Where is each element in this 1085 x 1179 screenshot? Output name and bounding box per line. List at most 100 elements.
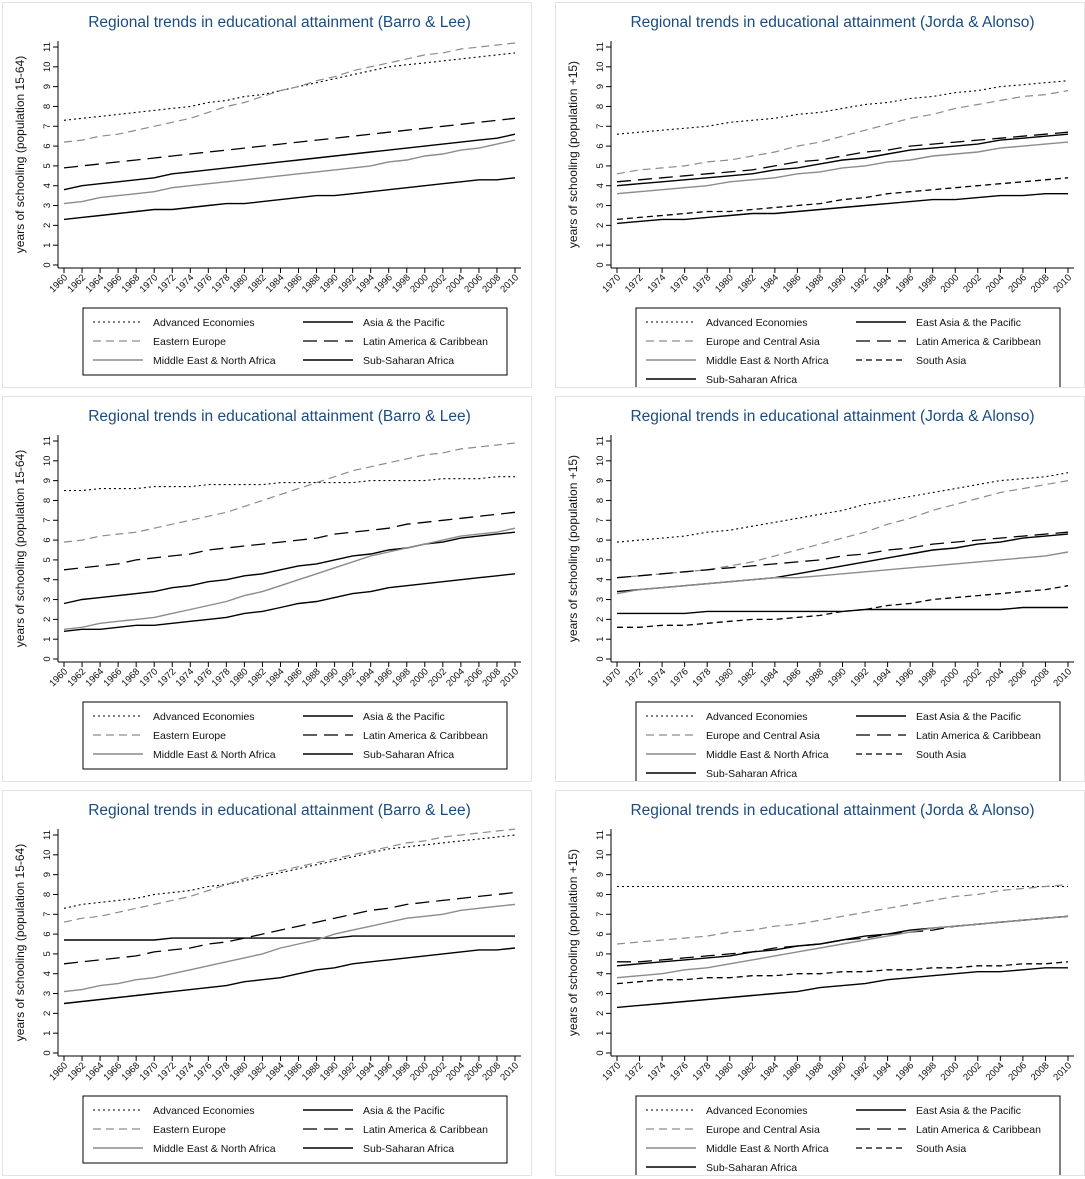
x-tick-label: 1980 [228,272,251,295]
y-tick-label: 5 [42,951,53,956]
legend-label: Sub-Saharan Africa [363,1143,454,1155]
y-tick-label: 1 [42,1031,53,1036]
y-tick-label: 0 [42,1050,53,1055]
x-tick-label: 1994 [354,666,377,689]
series-line-sub-saharan-africa [63,177,516,221]
x-tick-label: 1990 [318,666,341,689]
x-tick-label: 2010 [498,1060,521,1083]
x-tick-label: 2000 [939,666,962,689]
x-tick-label: 1992 [848,1060,871,1083]
x-tick-label: 1978 [691,666,714,689]
y-tick-label: 0 [42,656,53,661]
legend-label: Asia & the Pacific [363,317,445,329]
chart-title: Regional trends in educational attainmen… [88,408,471,425]
y-tick-label: 9 [595,872,606,877]
x-tick-label: 1972 [623,666,646,689]
chart-svg: Regional trends in educational attainmen… [13,408,521,770]
x-tick-label: 1988 [300,666,323,689]
legend-label: Middle East & North Africa [153,749,276,761]
x-tick-label: 1980 [713,1060,736,1083]
y-tick-label: 4 [42,183,53,188]
x-tick-label: 1976 [668,1060,691,1083]
x-tick-label: 2006 [1006,666,1029,689]
y-tick-label: 2 [42,223,53,228]
x-tick-label: 2006 [1006,272,1029,295]
x-tick-label: 1990 [826,1060,849,1083]
legend-label: Sub-Saharan Africa [363,749,454,761]
y-tick-label: 2 [595,617,606,622]
x-tick-label: 1984 [758,1060,781,1083]
x-tick-label: 1972 [623,1060,646,1083]
x-tick-label: 1964 [83,272,106,295]
y-tick-label: 9 [42,872,53,877]
y-tick-label: 2 [42,1011,53,1016]
chart-svg: Regional trends in educational attainmen… [13,14,521,376]
x-tick-label: 1972 [623,272,646,295]
x-tick-label: 2008 [1029,1060,1052,1083]
series-line-sub-saharan-africa [616,192,1068,225]
x-tick-label: 2004 [444,272,467,295]
x-tick-label: 1982 [736,1060,759,1083]
y-tick-label: 6 [42,931,53,936]
y-tick-label: 3 [595,203,606,208]
y-tick-label: 0 [595,656,606,661]
x-tick-label: 1982 [246,1060,269,1083]
series-line-advanced-economies [616,80,1069,135]
chart-svg: Regional trends in educational attainmen… [566,408,1074,781]
y-tick-label: 7 [595,912,606,917]
series-line-sub-saharan-africa [63,947,516,1005]
x-tick-label: 2000 [939,1060,962,1083]
x-tick-label: 1962 [65,1060,88,1083]
y-tick-label: 10 [42,850,53,861]
x-tick-label: 1960 [47,272,70,295]
x-tick-label: 1990 [318,1060,341,1083]
series-line-middle-east-north-africa [63,139,516,205]
x-tick-label: 1966 [102,272,125,295]
x-tick-label: 1976 [668,272,691,295]
x-tick-label: 1986 [282,1060,305,1083]
legend-label: South Asia [916,355,966,367]
legend-label: Latin America & Caribbean [916,336,1041,348]
y-tick-label: 4 [595,183,606,188]
y-tick-label: 8 [42,498,53,503]
y-tick-label: 0 [42,262,53,267]
y-tick-label: 1 [595,243,606,248]
series-line-advanced-economies [616,472,1069,543]
x-tick-label: 1962 [65,272,88,295]
legend-label: Latin America & Caribbean [363,730,488,742]
x-tick-label: 2000 [408,666,431,689]
legend-label: Sub-Saharan Africa [706,1162,797,1174]
y-tick-label: 4 [42,577,53,582]
x-tick-label: 1996 [894,1060,917,1083]
x-tick-label: 1986 [282,666,305,689]
x-tick-label: 1960 [47,666,70,689]
y-tick-label: 11 [595,42,606,52]
x-tick-label: 2002 [426,666,449,689]
x-tick-label: 1994 [871,272,894,295]
x-tick-label: 1988 [803,666,826,689]
y-tick-label: 8 [595,104,606,109]
x-tick-label: 1986 [781,272,804,295]
series-line-europe-and-central-asia [616,480,1069,579]
y-tick-label: 10 [595,850,606,861]
y-tick-label: 7 [42,912,53,917]
series-line-south-asia [617,585,1069,628]
y-tick-label: 8 [42,104,53,109]
y-tick-label: 11 [595,830,606,840]
legend-box [635,701,1061,781]
x-tick-label: 2004 [984,666,1007,689]
x-tick-label: 1992 [336,1060,359,1083]
series-line-eastern-europe [63,442,516,543]
legend-label: Europe and Central Asia [706,336,820,348]
x-tick-label: 1992 [848,666,871,689]
x-tick-label: 1994 [871,666,894,689]
chart-svg: Regional trends in educational attainmen… [566,14,1074,387]
x-tick-label: 1970 [600,1060,623,1083]
x-tick-label: 2010 [1051,666,1074,689]
x-tick-label: 2002 [426,1060,449,1083]
x-tick-label: 2002 [961,666,984,689]
series-line-latin-america-caribbean [63,511,516,571]
x-tick-label: 1996 [894,666,917,689]
legend-label: Asia & the Pacific [363,1105,445,1117]
legend-label: Latin America & Caribbean [916,730,1041,742]
